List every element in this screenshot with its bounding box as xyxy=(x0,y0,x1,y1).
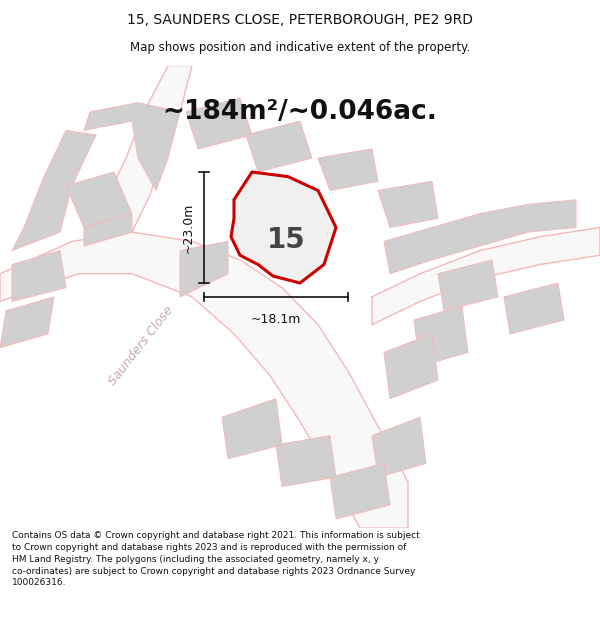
Polygon shape xyxy=(12,251,66,301)
Polygon shape xyxy=(384,334,438,399)
Polygon shape xyxy=(438,260,498,311)
Polygon shape xyxy=(330,463,390,519)
Polygon shape xyxy=(276,436,336,486)
Polygon shape xyxy=(372,417,426,478)
Polygon shape xyxy=(318,149,378,191)
Polygon shape xyxy=(372,228,600,324)
Polygon shape xyxy=(66,172,132,227)
Polygon shape xyxy=(84,102,180,191)
Polygon shape xyxy=(90,66,192,232)
Polygon shape xyxy=(504,283,564,334)
Polygon shape xyxy=(384,200,576,274)
Polygon shape xyxy=(246,121,312,172)
Polygon shape xyxy=(12,131,96,251)
Polygon shape xyxy=(186,98,252,149)
Text: Contains OS data © Crown copyright and database right 2021. This information is : Contains OS data © Crown copyright and d… xyxy=(12,531,420,588)
Text: Saunders Close: Saunders Close xyxy=(106,303,176,388)
Polygon shape xyxy=(0,232,408,528)
Text: 15: 15 xyxy=(266,226,305,254)
Text: Map shows position and indicative extent of the property.: Map shows position and indicative extent… xyxy=(130,41,470,54)
Text: ~184m²/~0.046ac.: ~184m²/~0.046ac. xyxy=(163,99,437,125)
Polygon shape xyxy=(414,306,468,366)
Polygon shape xyxy=(180,241,228,297)
Polygon shape xyxy=(378,181,438,228)
Text: 15, SAUNDERS CLOSE, PETERBOROUGH, PE2 9RD: 15, SAUNDERS CLOSE, PETERBOROUGH, PE2 9R… xyxy=(127,13,473,27)
Text: ~23.0m: ~23.0m xyxy=(182,202,195,252)
Polygon shape xyxy=(84,214,132,246)
Polygon shape xyxy=(231,172,336,283)
Polygon shape xyxy=(0,297,54,348)
Polygon shape xyxy=(222,399,282,459)
Text: ~18.1m: ~18.1m xyxy=(251,313,301,326)
